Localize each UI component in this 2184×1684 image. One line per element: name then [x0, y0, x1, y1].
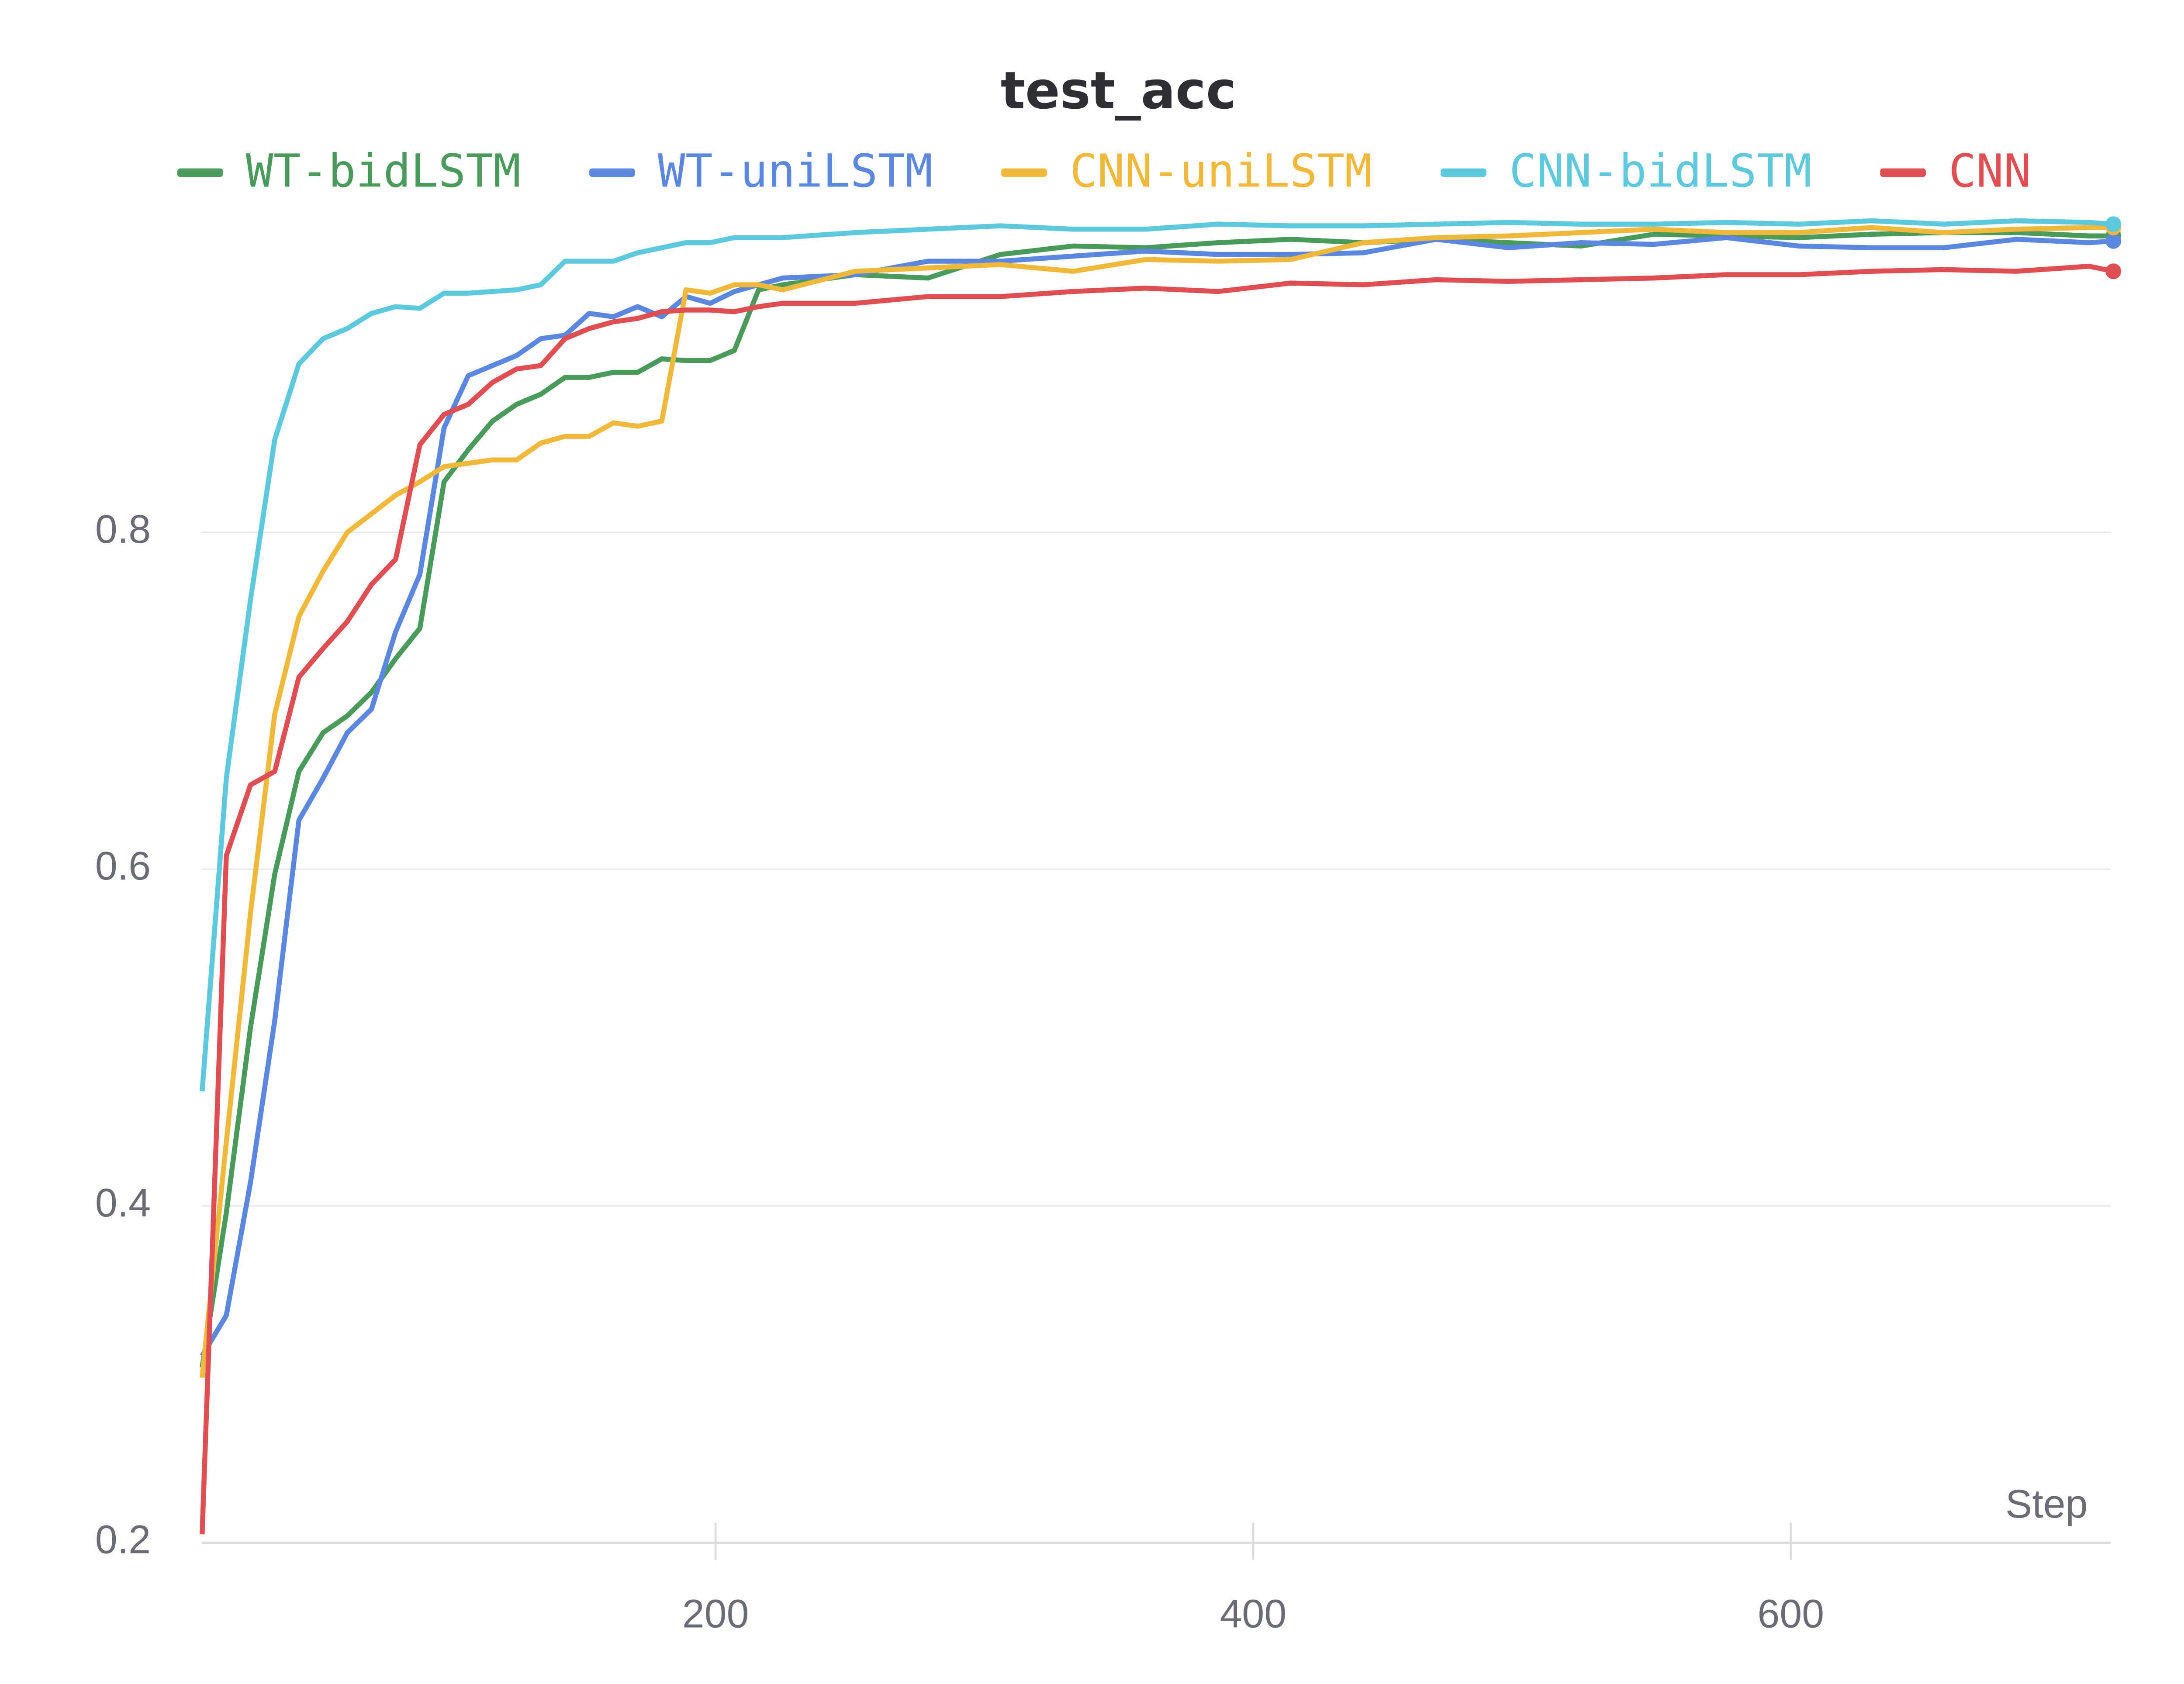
x-tick-label: 600 [1758, 1592, 1825, 1636]
y-tick-label: 0.4 [95, 1180, 151, 1225]
legend-marker [1441, 168, 1486, 177]
series-line [200, 263, 2114, 1535]
x-axis-label: Step [2005, 1482, 2087, 1526]
series-line [200, 230, 2114, 1368]
series-line [200, 218, 2114, 1092]
series-line [200, 225, 2114, 1378]
legend-marker [177, 168, 223, 177]
end-point [2105, 216, 2122, 232]
legend-marker [589, 168, 635, 177]
legend-label: CNN-uniLSTM [1070, 144, 1372, 197]
y-tick-label: 0.6 [95, 844, 151, 888]
end-point [2105, 263, 2122, 280]
end-point [2105, 233, 2122, 249]
legend-label: WT-bidLSTM [246, 144, 521, 197]
x-tick-label: 200 [682, 1592, 749, 1636]
legend-marker [1001, 168, 1047, 177]
legend: WT-bidLSTM WT-uniLSTM CNN-uniLSTM CNN-bidLS… [177, 144, 2031, 197]
y-tick-label: 0.2 [95, 1518, 151, 1562]
chart-title: test_acc [1001, 61, 1237, 121]
legend-label: CNN-bidLSTM [1509, 144, 1811, 197]
legend-label: WT-uniLSTM [658, 144, 933, 197]
series-line [200, 235, 2114, 1357]
legend-marker [1880, 168, 1926, 177]
legend-label: CNN [1949, 144, 2031, 197]
y-tick-label: 0.8 [95, 507, 151, 552]
x-tick-label: 400 [1220, 1592, 1287, 1636]
